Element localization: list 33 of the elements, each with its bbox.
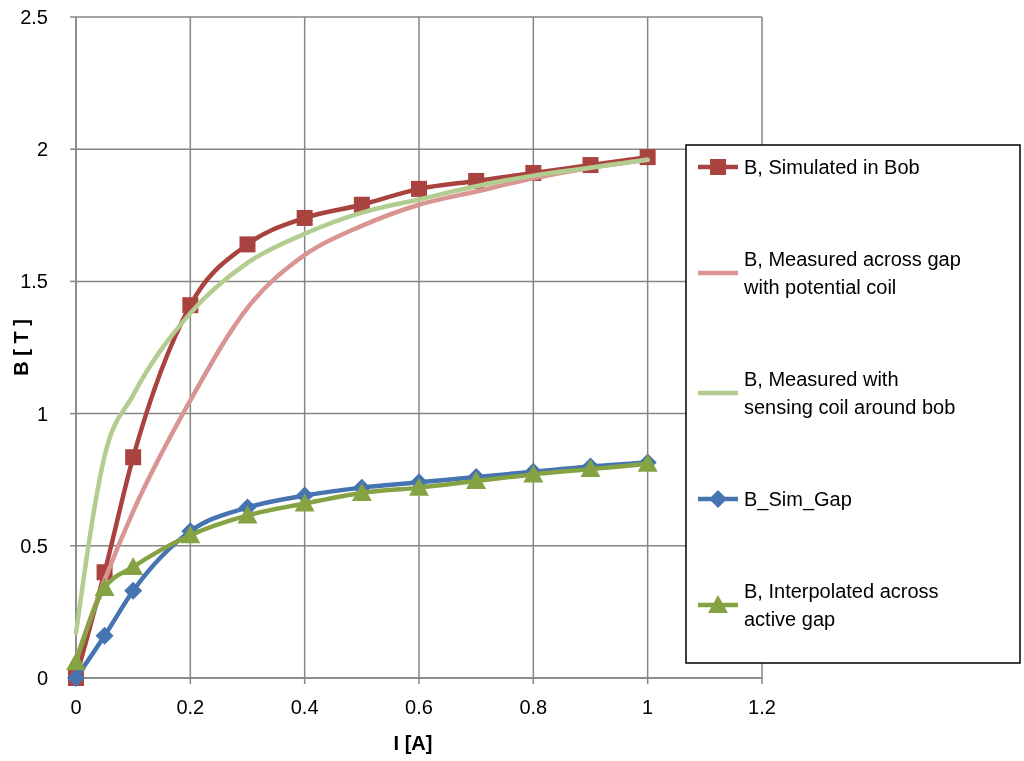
x-tick-label: 1.2: [748, 696, 776, 718]
point: [124, 581, 143, 600]
x-tick-label: 0.6: [405, 696, 433, 718]
point: [66, 652, 86, 671]
y-tick-label: 1.5: [20, 270, 48, 293]
legend-label: B, Measured with sensing coil around bob: [744, 368, 956, 418]
point: [409, 477, 429, 496]
point: [296, 209, 313, 226]
y-tick-label: 2: [36, 138, 48, 161]
legend-label: B, Measured across gap with potential coil: [743, 248, 961, 298]
x-tick-label: 0: [70, 696, 82, 718]
point: [237, 505, 258, 524]
x-tick-label: 1: [642, 696, 654, 718]
point: [95, 626, 114, 645]
legend-label: B_Sim_Gap: [744, 488, 852, 511]
x-tick-label: 0.4: [290, 696, 319, 718]
x-tick-label: 0.8: [519, 696, 548, 718]
point: [294, 493, 315, 512]
y-tick-label: 1: [36, 402, 48, 425]
legend-label: B, Simulated in Bob: [744, 156, 920, 178]
point: [239, 236, 256, 253]
y-axis-title: B [ T ]: [10, 319, 32, 376]
x-axis-title: I [A]: [393, 732, 433, 754]
y-tick-label: 2.5: [20, 6, 48, 28]
point: [351, 482, 372, 501]
point: [94, 578, 115, 597]
point: [125, 449, 142, 466]
point: [123, 556, 144, 575]
x-tick-label: 0.2: [176, 696, 205, 718]
legend-label: B, Interpolated across active gap: [744, 580, 939, 630]
point: [411, 180, 427, 197]
y-tick-label: 0: [36, 667, 48, 689]
y-tick-label: 0.5: [20, 534, 48, 557]
